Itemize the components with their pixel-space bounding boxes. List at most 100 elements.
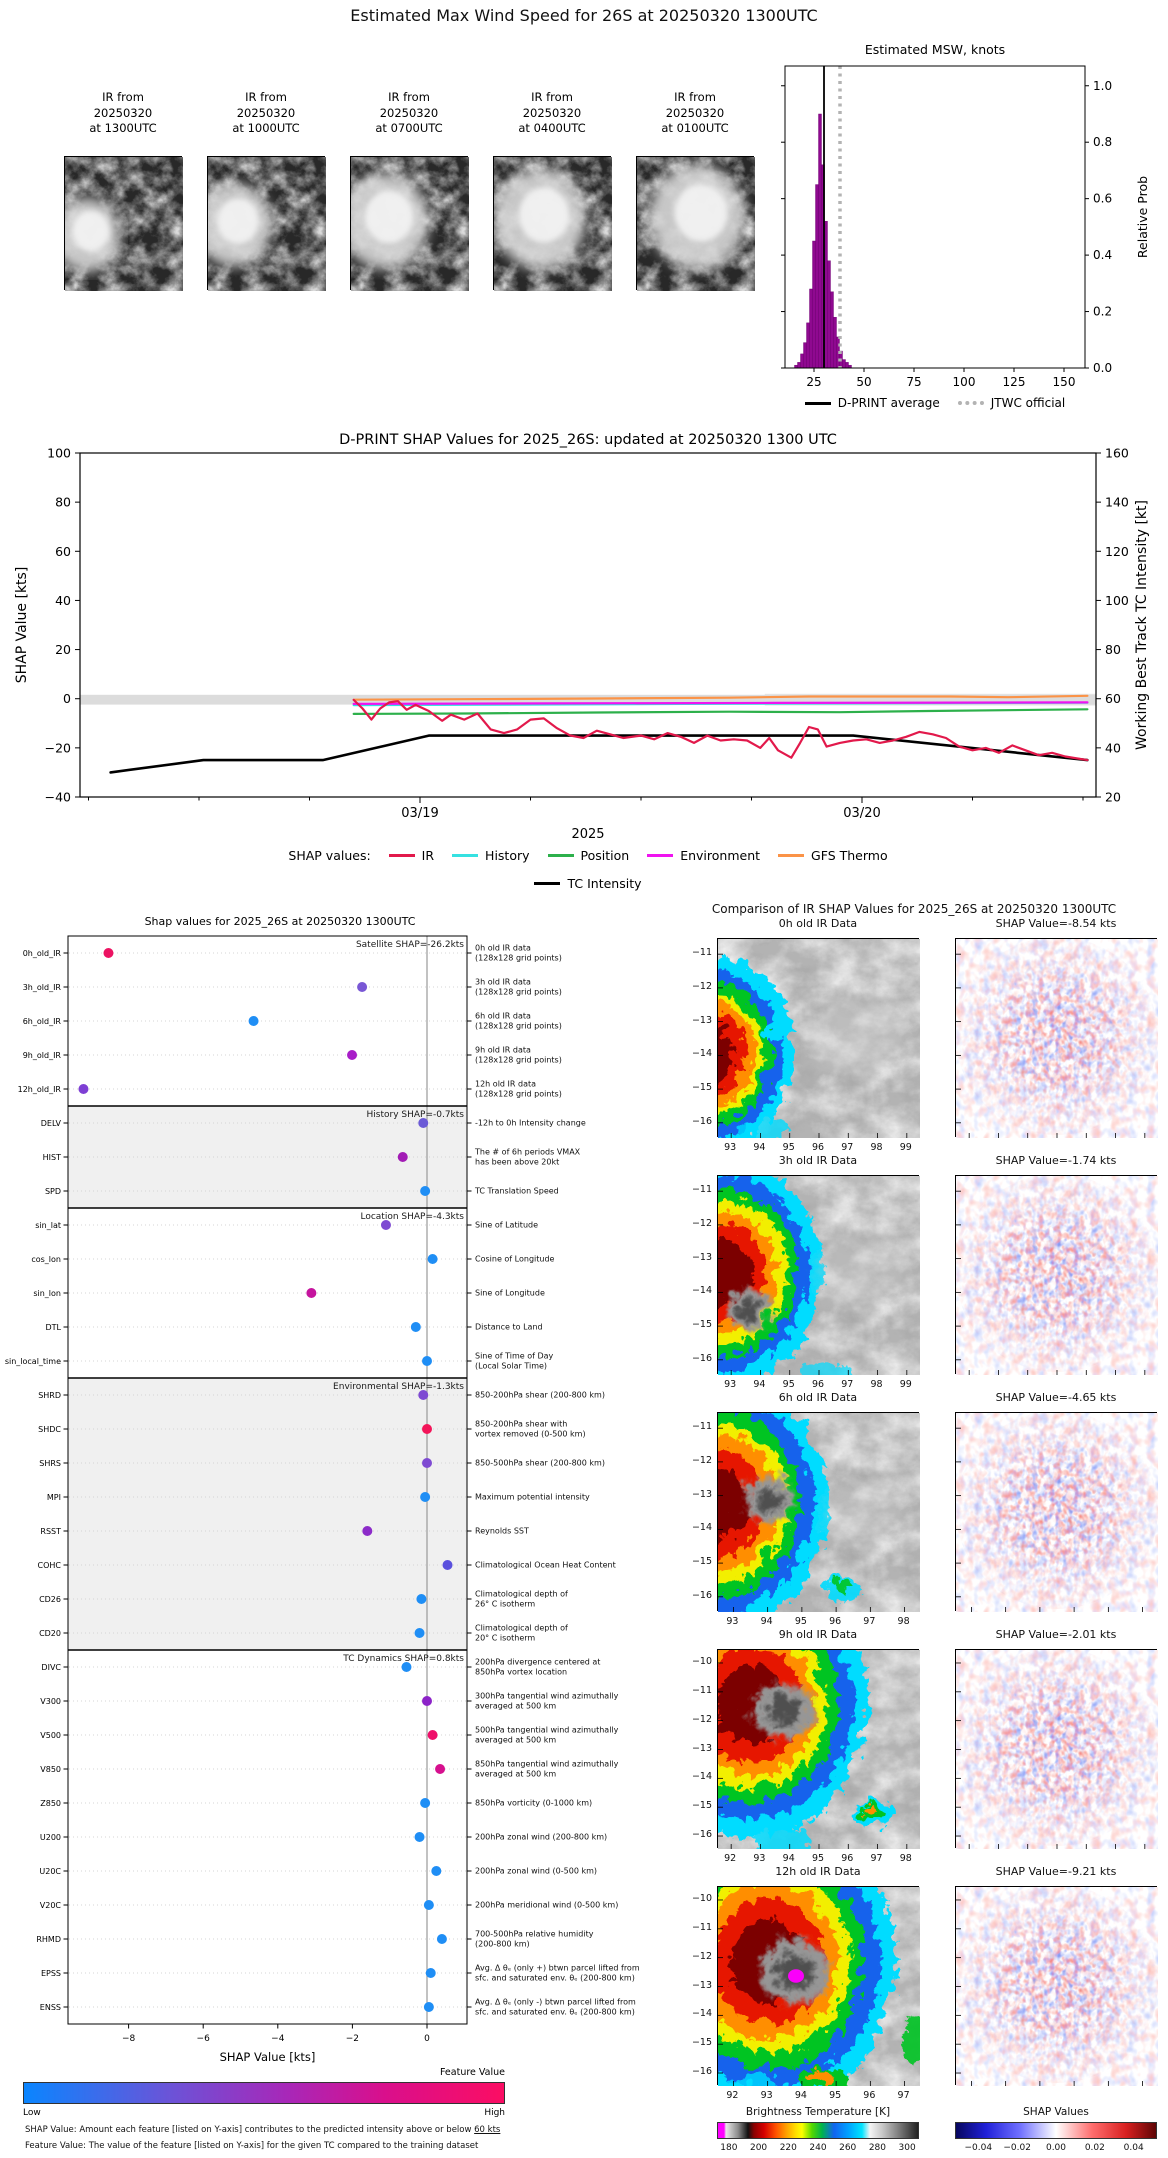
ir-xtick-label: 93 <box>724 1379 737 1390</box>
shap-dot-COHC <box>442 1560 453 1570</box>
shap-speckle-center-group <box>956 939 1158 1138</box>
shap-dot-U20C <box>431 1866 442 1876</box>
ir-xtick-label: 95 <box>782 1142 795 1153</box>
ir-data-title: 0h old IR Data <box>778 917 858 930</box>
shap-dot-sin_lat <box>380 1220 391 1230</box>
feature-annotation-SHRD: 850-200hPa shear (200-800 km) <box>475 1390 605 1400</box>
ir-ytick-label: −10 <box>691 1892 712 1904</box>
ir-ytick-label: −14 <box>691 1771 712 1783</box>
timeseries-legend-label: IR <box>421 848 435 863</box>
ir-image-svg <box>718 1650 920 1849</box>
ir-thumbnail-label: IR from 20250320 at 1000UTC <box>232 90 300 135</box>
histogram-bar <box>845 362 849 369</box>
shap-map-svg <box>956 1650 1158 1849</box>
shap-dot-HIST <box>397 1152 408 1162</box>
section-header: Location SHAP=-4.3kts <box>360 1212 464 1222</box>
feature-value-high-label: High <box>484 2108 505 2118</box>
cold-core-dark <box>733 1295 759 1317</box>
y-tick-label: 0.2 <box>1093 305 1112 319</box>
shap-dot-V850 <box>435 1764 446 1774</box>
main-title: Estimated Max Wind Speed for 26S at 2025… <box>350 6 818 25</box>
ir-thumbnail-strip: IR from 20250320 at 1300UTC IR from 20250… <box>0 0 755 300</box>
dotplot-row-label: ENSS <box>40 2003 61 2012</box>
ir-thumbnail-image <box>350 156 469 291</box>
ir-xtick-label: 98 <box>870 1142 883 1153</box>
dotplot-row-label: 3h_old_IR <box>23 983 62 992</box>
dotplot-frame <box>67 935 468 2025</box>
x-tick-label: −8 <box>122 2034 136 2044</box>
ir-xtick-label: 97 <box>870 1853 883 1864</box>
feature-annotation-HIST: The # of 6h periods VMAX has been above … <box>475 1147 581 1167</box>
dotplot-row-label: sin_local_time <box>5 1357 61 1366</box>
shap-value-title: SHAP Value=-9.21 kts <box>995 1865 1117 1878</box>
feature-value-colorbar <box>23 2082 505 2104</box>
timeseries-legend-item: IR <box>388 848 435 863</box>
right-tick-label: 20 <box>1105 790 1121 805</box>
feature-annotation-sin_local_time: Sine of Time of Day (Local Solar Time) <box>475 1351 554 1371</box>
ir-ytick-label: −16 <box>691 1589 712 1601</box>
thumb-bright-core <box>72 210 110 252</box>
feature-annotation-12h_old_IR: 12h old IR data (128x128 grid points) <box>475 1079 562 1099</box>
left-tick-label: −40 <box>45 790 71 805</box>
y-tick-label: 1.0 <box>1093 79 1112 93</box>
timeseries-legend-row1: SHAP values: IR History Position Environment… <box>104 848 1072 863</box>
ir-xtick-label: 97 <box>863 1616 876 1627</box>
feature-value-colorbar-title: Feature Value <box>439 2067 505 2078</box>
ir-ytick-label: −12 <box>691 1454 712 1466</box>
feature-annotation-sin_lat: Sine of Latitude <box>475 1220 539 1230</box>
section-shading <box>68 1378 467 1650</box>
feature-annotation-SPD: TC Translation Speed <box>475 1186 559 1196</box>
bt-colorbar <box>717 2122 919 2139</box>
feature-annotation-U20C: 200hPa zonal wind (0-500 km) <box>475 1866 597 1876</box>
left-tick-label: −20 <box>45 740 71 755</box>
feature-annotation-DTL: Distance to Land <box>475 1322 543 1332</box>
ir-ytick-label: −12 <box>691 980 712 992</box>
left-tick-label: 80 <box>55 495 71 510</box>
shap-map-image <box>955 1175 1158 1375</box>
timeseries-legend-label: Position <box>580 848 630 863</box>
ir-xtick-label: 94 <box>753 1142 766 1153</box>
ir-extra-blob <box>828 1575 844 1587</box>
timeseries-ylabel-right: Working Best Track TC Intensity [kt] <box>1134 500 1150 750</box>
histogram-legend-label: JTWC official <box>990 396 1066 410</box>
series-gfs-thermo <box>352 694 1089 701</box>
coldest-pixel-magenta <box>788 1969 804 1983</box>
x-tick-label: 75 <box>906 375 921 389</box>
ir-ytick-label: −12 <box>691 1713 712 1725</box>
section-header: Environmental SHAP=-1.3kts <box>333 1382 464 1392</box>
shap-colorbar-tick: 0.04 <box>1123 2143 1144 2153</box>
ir-ytick-label: −15 <box>691 1082 712 1094</box>
shap-speckle-center-group <box>956 1650 1158 1849</box>
shap-map-svg <box>956 1176 1158 1375</box>
left-tick-label: 0 <box>63 691 71 706</box>
section-header: History SHAP=-0.7kts <box>367 1110 465 1120</box>
dotplot-row-label: sin_lat <box>35 1221 61 1230</box>
feature-annotation-sin_lon: Sine of Longitude <box>475 1288 545 1298</box>
dotplot-row-label: EPSS <box>41 1969 61 1978</box>
ir-ytick-label: −12 <box>691 1950 712 1962</box>
section-header: TC Dynamics SHAP=0.8kts <box>342 1654 464 1664</box>
shap-dot-6h_old_IR <box>248 1016 259 1026</box>
dotplot-row-label: CD26 <box>39 1595 61 1604</box>
feature-annotation-MPI: Maximum potential intensity <box>475 1492 590 1502</box>
shap-dot-MPI <box>420 1492 431 1502</box>
shap-speckle-center-group <box>956 1176 1158 1375</box>
left-tick-label: 100 <box>47 446 71 461</box>
ir-jet-blob <box>718 1413 898 1612</box>
jet-layer <box>718 1461 746 1537</box>
shap-map-image <box>955 938 1158 1138</box>
ir-ytick-label: −14 <box>691 2008 712 2020</box>
ir-ytick-label: −13 <box>691 1979 712 1991</box>
shap-dot-V300 <box>422 1696 432 1706</box>
shap-dot-V500 <box>427 1730 438 1740</box>
feature-annotation-cos_lon: Cosine of Longitude <box>475 1254 555 1264</box>
feature-annotation-SHDC: 850-200hPa shear with vortex removed (0-… <box>475 1419 586 1439</box>
ir-ytick-label: −13 <box>691 1742 712 1754</box>
timeseries-legend-item: TC Intensity <box>534 876 642 891</box>
bt-colorbar-tick: 260 <box>839 2143 857 2153</box>
shap-speckle-strong <box>956 1176 1158 1375</box>
dotplot-row-label: SHDC <box>38 1425 61 1434</box>
shap-dotplot: Shap values for 2025_26S at 20250320 130… <box>5 915 472 2064</box>
timeseries-legend-item: Position <box>547 848 630 863</box>
feature-annotation-CD26: Climatological depth of 26° C isotherm <box>475 1589 568 1609</box>
